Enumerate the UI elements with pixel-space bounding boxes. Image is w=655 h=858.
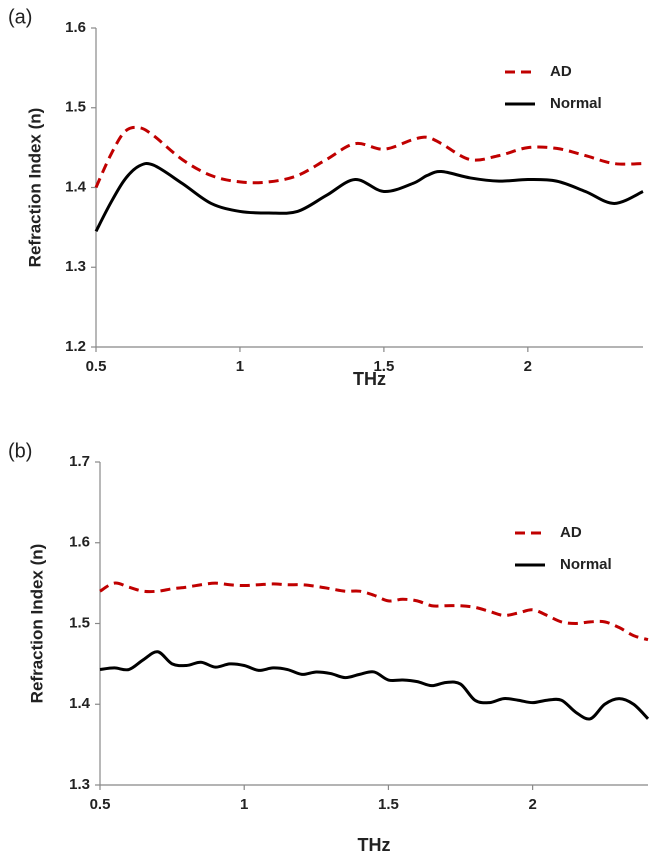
y-tick-label: 1.3	[69, 776, 90, 793]
y-tick-label: 1.7	[69, 453, 90, 470]
series-line	[94, 125, 644, 189]
x-tick-label: 1	[236, 358, 244, 375]
y-axis-label: Refraction Index (n)	[25, 108, 44, 268]
legend-label: Normal	[560, 556, 612, 573]
y-tick-label: 1.5	[65, 99, 86, 116]
x-tick-label: 1.5	[373, 358, 394, 375]
series-line	[99, 581, 649, 642]
legend-label: Normal	[550, 95, 602, 112]
x-tick-label: 2	[528, 796, 536, 813]
x-tick-label: 1.5	[378, 796, 399, 813]
y-tick-label: 1.4	[69, 695, 91, 712]
series-line	[99, 650, 650, 721]
legend-label: AD	[550, 63, 572, 80]
series-line	[94, 162, 644, 233]
y-tick-label: 1.4	[65, 178, 87, 195]
y-tick-label: 1.6	[69, 534, 90, 551]
y-tick-label: 1.2	[65, 338, 86, 355]
y-tick-label: 1.5	[69, 614, 90, 631]
x-tick-label: 2	[524, 358, 532, 375]
x-tick-label: 0.5	[86, 358, 107, 375]
x-axis-label: THz	[353, 369, 386, 389]
y-axis-label: Refraction Index (n)	[27, 544, 46, 704]
panel-label: (a)	[8, 6, 32, 28]
y-tick-label: 1.3	[65, 258, 86, 275]
panel-label: (b)	[8, 440, 32, 462]
y-tick-label: 1.6	[65, 19, 86, 36]
x-tick-label: 1	[240, 796, 248, 813]
x-tick-label: 0.5	[90, 796, 111, 813]
x-axis-label: THz	[358, 835, 391, 855]
legend-label: AD	[560, 524, 582, 541]
